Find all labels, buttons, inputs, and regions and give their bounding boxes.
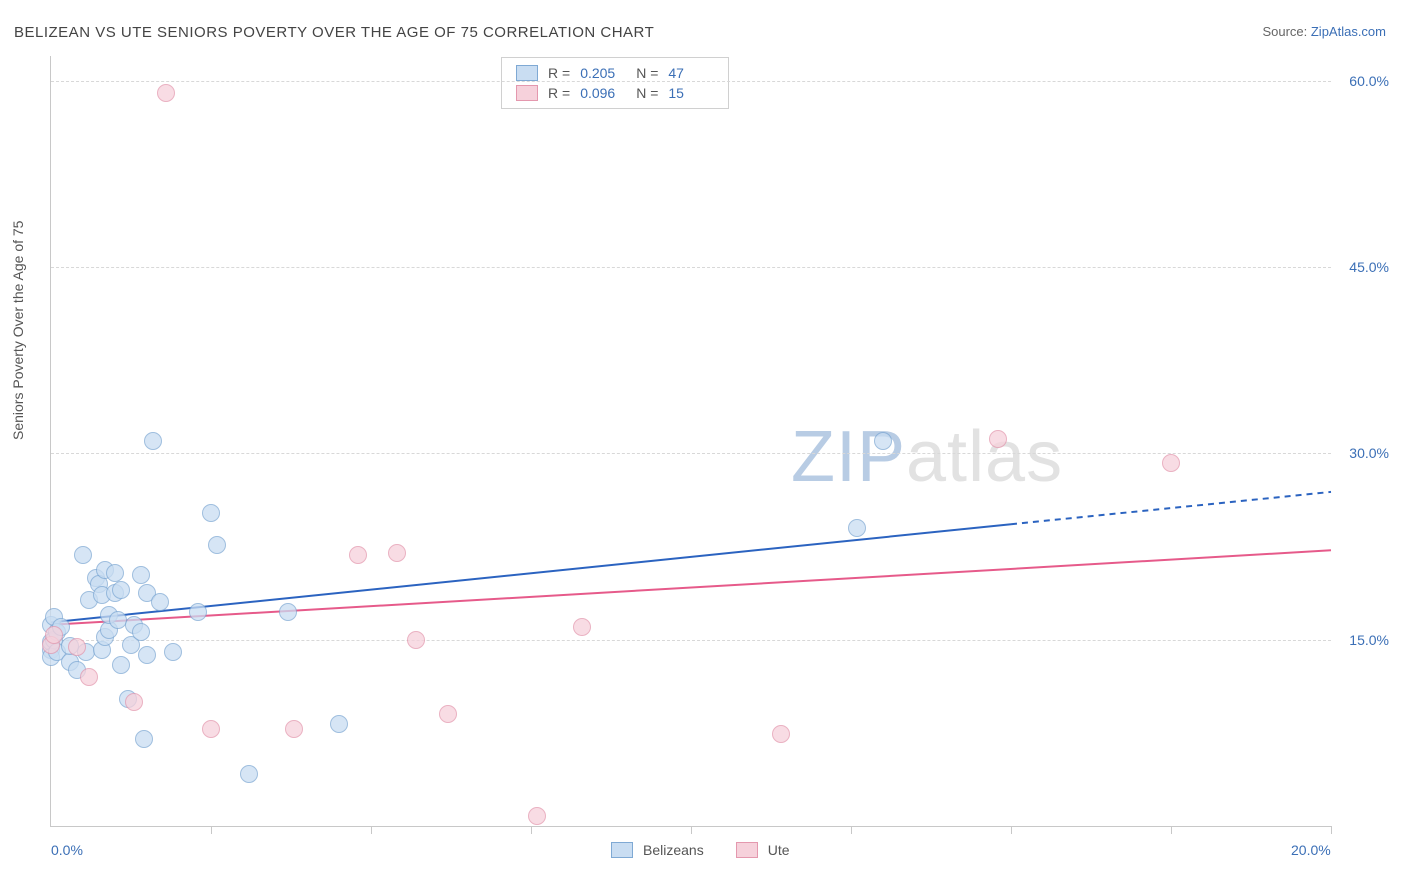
- legend-row: R = 0.096 N = 15: [516, 83, 714, 103]
- scatter-point: [330, 715, 348, 733]
- scatter-point: [132, 566, 150, 584]
- x-axis-label: 0.0%: [51, 842, 83, 858]
- scatter-point: [80, 668, 98, 686]
- y-tick-label: 30.0%: [1349, 445, 1389, 461]
- scatter-point: [132, 623, 150, 641]
- trend-line: [51, 550, 1331, 625]
- scatter-point: [285, 720, 303, 738]
- scatter-point: [208, 536, 226, 554]
- scatter-point: [407, 631, 425, 649]
- scatter-point: [874, 432, 892, 450]
- scatter-point: [164, 643, 182, 661]
- correlation-legend: R = 0.205 N = 47 R = 0.096 N = 15: [501, 57, 729, 109]
- scatter-point: [439, 705, 457, 723]
- scatter-point: [151, 593, 169, 611]
- legend-swatch: [516, 65, 538, 81]
- scatter-point: [74, 546, 92, 564]
- scatter-point: [349, 546, 367, 564]
- trend-lines-svg: [51, 56, 1331, 826]
- n-label: N =: [636, 65, 658, 81]
- scatter-point: [989, 430, 1007, 448]
- scatter-point: [189, 603, 207, 621]
- scatter-point: [144, 432, 162, 450]
- source-attribution: Source: ZipAtlas.com: [1262, 24, 1386, 39]
- r-label: R =: [548, 65, 570, 81]
- scatter-point: [68, 638, 86, 656]
- legend-series-name: Belizeans: [643, 842, 704, 858]
- scatter-point: [279, 603, 297, 621]
- scatter-point: [157, 84, 175, 102]
- scatter-point: [45, 626, 63, 644]
- scatter-point: [573, 618, 591, 636]
- legend-swatch: [736, 842, 758, 858]
- watermark: ZIPatlas: [791, 416, 1063, 498]
- scatter-point: [202, 720, 220, 738]
- scatter-point: [528, 807, 546, 825]
- scatter-point: [106, 564, 124, 582]
- y-tick-label: 60.0%: [1349, 73, 1389, 89]
- n-value: 15: [668, 85, 714, 101]
- series-legend: Belizeans Ute: [611, 842, 812, 858]
- chart-plot-area: ZIPatlas R =0.205N =47R =0.096N =15 Beli…: [50, 56, 1331, 827]
- legend-swatch: [516, 85, 538, 101]
- gridline: [51, 81, 1331, 82]
- x-tick: [211, 826, 212, 834]
- x-tick: [371, 826, 372, 834]
- x-tick: [691, 826, 692, 834]
- scatter-point: [112, 581, 130, 599]
- y-axis-label: Seniors Poverty Over the Age of 75: [10, 221, 26, 440]
- scatter-point: [240, 765, 258, 783]
- gridline: [51, 453, 1331, 454]
- gridline: [51, 640, 1331, 641]
- x-tick: [851, 826, 852, 834]
- scatter-point: [112, 656, 130, 674]
- n-value: 47: [668, 65, 714, 81]
- trend-line-extrapolated: [1011, 492, 1331, 524]
- gridline: [51, 267, 1331, 268]
- x-axis-label: 20.0%: [1291, 842, 1331, 858]
- scatter-point: [202, 504, 220, 522]
- scatter-point: [138, 646, 156, 664]
- scatter-point: [135, 730, 153, 748]
- y-tick-label: 45.0%: [1349, 259, 1389, 275]
- scatter-point: [388, 544, 406, 562]
- scatter-point: [125, 693, 143, 711]
- watermark-atlas: atlas: [906, 417, 1063, 497]
- chart-title: BELIZEAN VS UTE SENIORS POVERTY OVER THE…: [14, 24, 654, 41]
- scatter-point: [848, 519, 866, 537]
- scatter-point: [772, 725, 790, 743]
- x-tick: [1331, 826, 1332, 834]
- legend-swatch: [611, 842, 633, 858]
- x-tick: [531, 826, 532, 834]
- legend-series-name: Ute: [768, 842, 790, 858]
- r-label: R =: [548, 85, 570, 101]
- source-link[interactable]: ZipAtlas.com: [1311, 24, 1386, 39]
- watermark-zip: ZIP: [791, 417, 906, 497]
- source-prefix: Source:: [1262, 24, 1310, 39]
- r-value: 0.205: [580, 65, 626, 81]
- x-tick: [1011, 826, 1012, 834]
- y-tick-label: 15.0%: [1349, 632, 1389, 648]
- r-value: 0.096: [580, 85, 626, 101]
- x-tick: [1171, 826, 1172, 834]
- n-label: N =: [636, 85, 658, 101]
- scatter-point: [1162, 454, 1180, 472]
